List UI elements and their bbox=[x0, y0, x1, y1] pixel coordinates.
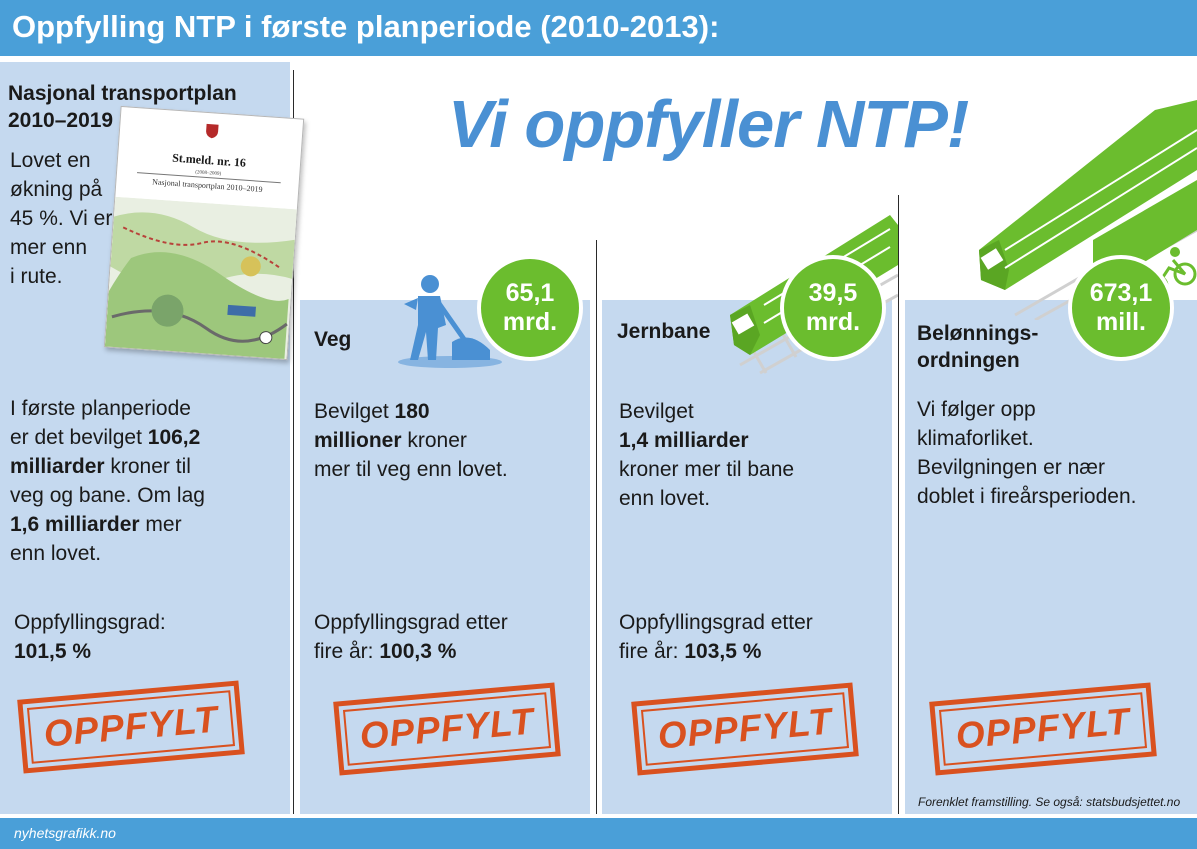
text: kroner til bbox=[104, 455, 191, 478]
jernbane-grade: Oppfyllingsgrad etter fire år: 103,5 % bbox=[619, 608, 813, 666]
text-line: Bevilget bbox=[619, 400, 694, 423]
veg-body: Bevilget 180 millioner kroner mer til ve… bbox=[314, 397, 584, 484]
divider-line bbox=[898, 195, 899, 814]
bold-text: 1,4 milliarder bbox=[619, 429, 749, 452]
grade-value: 101,5 % bbox=[14, 640, 92, 663]
stamp-text: OPPFYLT bbox=[42, 698, 220, 755]
grade-label: fire år: bbox=[619, 640, 685, 663]
ntp-promise-text: Lovet en økning på 45 %. Vi er mer enn i… bbox=[10, 146, 122, 291]
text-line: mer enn bbox=[10, 236, 88, 259]
road-worker-icon bbox=[398, 275, 502, 368]
text: mer bbox=[139, 513, 182, 536]
veg-grade: Oppfyllingsgrad etter fire år: 100,3 % bbox=[314, 608, 508, 666]
bold-text: 106,2 bbox=[147, 426, 201, 449]
ntp-title: Nasjonal transportplan 2010–2019 bbox=[8, 80, 237, 134]
ntp-title-years: 2010–2019 bbox=[8, 109, 114, 132]
report-cover: St.meld. nr. 16 (2008–2009) Nasjonal tra… bbox=[103, 105, 305, 361]
divider-line bbox=[596, 240, 597, 814]
stamp-text: OPPFYLT bbox=[954, 700, 1132, 757]
grade-label: Oppfyllingsgrad: bbox=[14, 611, 166, 634]
bold-text: milliarder bbox=[10, 455, 105, 478]
credit-link[interactable]: nyhetsgrafikk.no bbox=[14, 825, 116, 841]
grade-value: 100,3 % bbox=[379, 640, 457, 663]
text-line: økning på bbox=[10, 178, 103, 201]
grade-value: 103,5 % bbox=[684, 640, 762, 663]
text: Bevilget bbox=[314, 400, 395, 423]
jernbane-body: Bevilget 1,4 milliarder kroner mer til b… bbox=[619, 397, 889, 513]
amount-unit: mill. bbox=[1095, 308, 1146, 336]
text: kroner bbox=[401, 429, 467, 452]
jernbane-amount-badge: 39,5 mrd. bbox=[780, 255, 886, 361]
bold-text: 180 bbox=[394, 400, 430, 423]
map-illustration-icon bbox=[104, 196, 299, 361]
text-line: 45 %. Vi er bbox=[10, 207, 113, 230]
footnote: Forenklet framstilling. Se også: statsbu… bbox=[918, 795, 1181, 809]
text-line: milliarder kroner til bbox=[10, 452, 280, 481]
footer-bar: nyhetsgrafikk.no bbox=[0, 818, 1197, 849]
text-line: kroner mer til bane bbox=[619, 458, 795, 481]
category-line: Belønnings- bbox=[917, 322, 1039, 345]
amount-value: 673,1 bbox=[1089, 279, 1153, 307]
text-line: Bevilgningen er nær bbox=[917, 456, 1105, 479]
belonning-body: Vi følger opp klimaforliket. Bevilgninge… bbox=[917, 395, 1192, 511]
crest-icon bbox=[206, 123, 219, 139]
text-line: er det bevilget 106,2 bbox=[10, 423, 280, 452]
text-line: Vi følger opp bbox=[917, 398, 1036, 421]
belonning-category: Belønnings- ordningen bbox=[917, 320, 1038, 374]
text-line: i rute. bbox=[10, 265, 63, 288]
tram-bicycle-icon bbox=[979, 100, 1197, 320]
text-line: Lovet en bbox=[10, 149, 91, 172]
ntp-summary: I første planperiode er det bevilget 106… bbox=[10, 394, 280, 568]
text-line: veg og bane. Om lag bbox=[10, 484, 205, 507]
veg-amount-badge: 65,1 mrd. bbox=[477, 255, 583, 361]
belonning-panel bbox=[905, 300, 1197, 814]
amount-value: 39,5 bbox=[808, 279, 858, 307]
grade-label: Oppfyllingsgrad etter bbox=[314, 611, 508, 634]
ntp-title-line: Nasjonal transportplan bbox=[8, 82, 237, 105]
grade-label: fire år: bbox=[314, 640, 380, 663]
amount-unit: mrd. bbox=[805, 308, 861, 336]
header-bar: Oppfylling NTP i første planperiode (201… bbox=[0, 0, 1197, 56]
ntp-grade: Oppfyllingsgrad: 101,5 % bbox=[14, 608, 166, 666]
grade-label: Oppfyllingsgrad etter bbox=[619, 611, 813, 634]
headline: Vi oppfyller NTP! bbox=[448, 87, 969, 162]
page-title: Oppfylling NTP i første planperiode (201… bbox=[12, 9, 720, 44]
bold-text: 1,6 milliarder bbox=[10, 513, 140, 536]
text-line: Bevilget 180 bbox=[314, 397, 584, 426]
jernbane-panel bbox=[602, 300, 892, 814]
stamp-text: OPPFYLT bbox=[656, 700, 834, 757]
text-line: enn lovet. bbox=[10, 542, 102, 565]
jernbane-category: Jernbane bbox=[617, 320, 711, 343]
stamp-text: OPPFYLT bbox=[358, 700, 536, 757]
text-line: klimaforliket. bbox=[917, 427, 1034, 450]
category-line: ordningen bbox=[917, 349, 1020, 372]
veg-category: Veg bbox=[314, 328, 352, 351]
amount-value: 65,1 bbox=[505, 279, 555, 307]
text-line: enn lovet. bbox=[619, 487, 711, 510]
bold-text: millioner bbox=[314, 429, 402, 452]
veg-panel bbox=[300, 300, 590, 814]
text-line: mer til veg enn lovet. bbox=[314, 458, 508, 481]
text-line: 1,6 milliarder mer bbox=[10, 510, 280, 539]
text-line: millioner kroner bbox=[314, 426, 584, 455]
text: er det bevilget bbox=[10, 426, 148, 449]
text-line: doblet i fireårsperioden. bbox=[917, 485, 1137, 508]
amount-unit: mrd. bbox=[502, 308, 558, 336]
text-line: I første planperiode bbox=[10, 397, 191, 420]
divider-line bbox=[293, 70, 294, 814]
belonning-amount-badge: 673,1 mill. bbox=[1068, 255, 1174, 361]
